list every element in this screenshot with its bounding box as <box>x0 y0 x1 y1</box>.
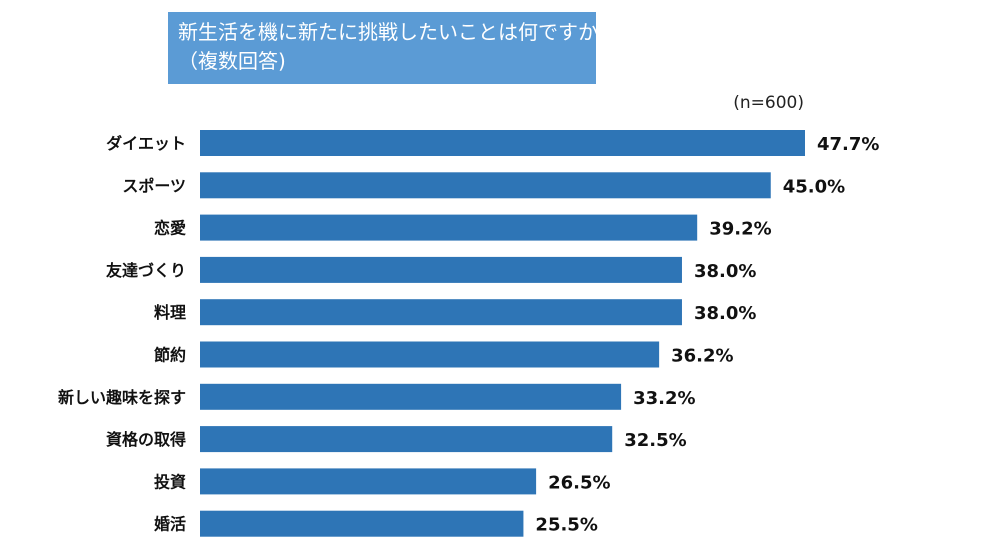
chart-subtitle: （複数回答) <box>178 49 286 73</box>
value-label: 33.2% <box>633 388 695 409</box>
category-label: 恋愛 <box>154 219 186 238</box>
bar <box>200 256 682 283</box>
sample-size-note: (n=600) <box>733 93 804 113</box>
value-label: 26.5% <box>548 472 610 493</box>
category-label: スポーツ <box>122 176 186 195</box>
category-label: ダイエット <box>106 134 186 153</box>
chart-title-box: 新生活を機に新たに挑戦したいことは何ですか？ （複数回答) <box>168 12 618 84</box>
bar <box>200 383 622 410</box>
category-label: 婚活 <box>154 515 186 534</box>
value-label: 39.2% <box>709 219 771 240</box>
bar <box>200 468 537 495</box>
category-label: 節約 <box>153 346 186 365</box>
category-label: 投資 <box>154 472 186 491</box>
bar <box>200 341 660 368</box>
category-label: 友達づくり <box>106 261 186 280</box>
bar <box>200 426 613 453</box>
bar <box>200 510 524 537</box>
chart-title: 新生活を機に新たに挑戦したいことは何ですか？ <box>178 20 618 44</box>
value-label: 32.5% <box>624 430 686 451</box>
category-label: 資格の取得 <box>106 430 186 449</box>
value-label: 45.0% <box>783 176 845 197</box>
category-label: 新しい趣味を探す <box>58 388 186 407</box>
value-label: 47.7% <box>817 134 879 155</box>
value-label: 36.2% <box>671 346 733 367</box>
category-label: 料理 <box>154 303 186 322</box>
bar <box>200 214 698 241</box>
bar <box>200 299 682 326</box>
bar <box>200 130 805 156</box>
bar <box>200 172 771 199</box>
value-label: 25.5% <box>535 515 597 536</box>
value-label: 38.0% <box>694 303 756 324</box>
value-label: 38.0% <box>694 261 756 282</box>
